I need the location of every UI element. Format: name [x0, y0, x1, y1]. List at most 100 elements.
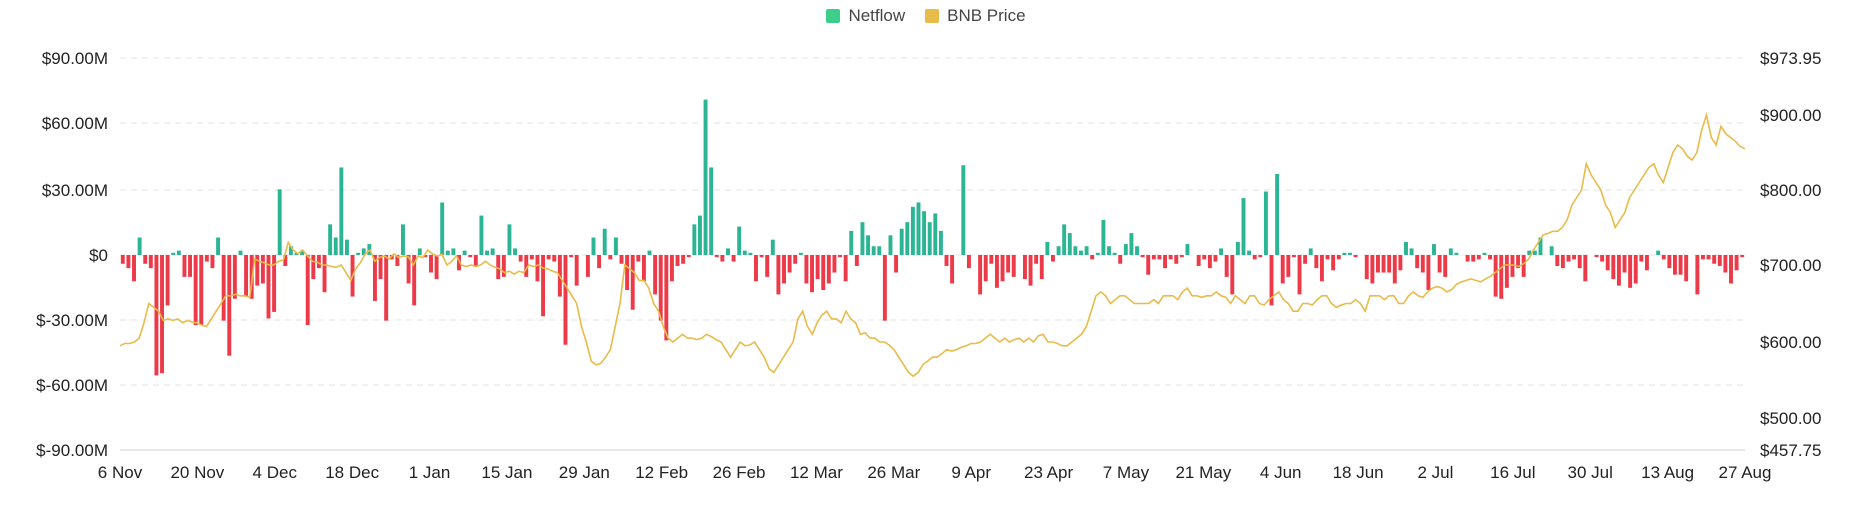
netflow-bar	[1079, 250, 1083, 255]
netflow-bar	[1179, 255, 1184, 258]
netflow-bar	[1123, 244, 1128, 255]
netflow-bar	[305, 255, 310, 326]
netflow-bar	[681, 255, 686, 264]
netflow-bar	[1090, 255, 1095, 260]
netflow-bar	[1639, 255, 1644, 262]
netflow-bar	[905, 222, 910, 255]
legend-label-bnb-price: BNB Price	[947, 6, 1026, 25]
netflow-bar	[1168, 255, 1173, 260]
netflow-bar	[1387, 255, 1392, 273]
netflow-bar	[1465, 255, 1470, 262]
netflow-bar	[1611, 255, 1616, 280]
netflow-bar	[871, 246, 876, 255]
netflow-bar	[1028, 255, 1033, 286]
right-axis-tick-label: $973.95	[1760, 49, 1821, 68]
legend-item-bnb-price[interactable]: BNB Price	[925, 6, 1026, 26]
netflow-bar	[1560, 255, 1565, 269]
netflow-bar	[216, 237, 221, 255]
netflow-bar	[731, 255, 736, 262]
netflow-bar	[1672, 255, 1677, 275]
netflow-bar	[1415, 255, 1420, 269]
netflow-bar	[322, 255, 327, 293]
netflow-bar	[1011, 255, 1016, 277]
netflow-bar	[423, 255, 428, 258]
netflow-bar	[266, 255, 271, 319]
netflow-bar	[686, 255, 691, 258]
x-axis-tick-label: 21 May	[1175, 463, 1231, 482]
netflow-bar	[277, 189, 282, 255]
netflow-bar	[541, 255, 546, 317]
netflow-bar	[1319, 255, 1324, 282]
netflow-bar	[1729, 255, 1733, 284]
netflow-bar	[1448, 248, 1453, 255]
netflow-bar	[860, 222, 865, 255]
netflow-bar	[1045, 241, 1050, 255]
netflow-bar	[770, 239, 775, 255]
x-axis-tick-label: 6 Nov	[98, 463, 143, 482]
netflow-bar	[333, 237, 338, 255]
netflow-bar	[754, 255, 758, 282]
netflow-bar	[328, 224, 333, 255]
netflow-bar	[630, 255, 635, 310]
x-axis-tick-label: 4 Jun	[1260, 463, 1302, 482]
netflow-bar	[1135, 246, 1139, 255]
x-axis-tick-label: 18 Jun	[1333, 463, 1384, 482]
netflow-bar	[826, 255, 831, 284]
left-axis-tick-label: $-90.00M	[36, 441, 108, 460]
netflow-bar	[316, 255, 321, 269]
netflow-bar	[468, 255, 473, 258]
netflow-bar	[1364, 255, 1369, 280]
netflow-bar	[462, 250, 467, 255]
netflow-bar	[574, 255, 579, 286]
netflow-bar	[916, 202, 921, 255]
netflow-bar	[1437, 255, 1442, 273]
netflow-bar	[591, 237, 596, 255]
netflow-bar	[994, 255, 999, 288]
netflow-bar	[401, 224, 405, 255]
legend-swatch-bnb-price	[925, 9, 940, 23]
netflow-bar	[866, 235, 871, 255]
netflow-bar	[983, 255, 988, 282]
netflow-bar	[1230, 255, 1235, 295]
netflow-bar	[1381, 255, 1386, 273]
netflow-bar	[776, 255, 781, 295]
netflow-bar	[950, 255, 955, 284]
netflow-bar	[176, 250, 181, 255]
netflow-bar	[372, 255, 377, 301]
netflow-bar	[535, 255, 540, 282]
netflow-bar	[1241, 198, 1246, 255]
netflow-bar	[843, 255, 848, 282]
netflow-bar	[1067, 233, 1072, 255]
netflow-bar	[613, 237, 618, 255]
netflow-bar	[1516, 255, 1521, 269]
left-axis-tick-label: $0	[89, 246, 108, 265]
right-axis-tick-label: $500.00	[1760, 409, 1821, 428]
netflow-bar	[759, 255, 764, 258]
netflow-bar	[1532, 250, 1537, 255]
netflow-bar	[429, 255, 433, 273]
netflow-bar	[1488, 255, 1493, 260]
netflow-bar	[1308, 248, 1313, 255]
netflow-bar	[1062, 224, 1067, 255]
netflow-bar	[664, 255, 669, 341]
netflow-bar	[625, 255, 630, 291]
legend-item-netflow[interactable]: Netflow	[826, 6, 905, 26]
netflow-bar	[933, 213, 938, 255]
netflow-bar	[193, 255, 198, 326]
right-axis-tick-label: $800.00	[1760, 181, 1821, 200]
netflow-bar	[1527, 250, 1532, 255]
netflow-bar	[227, 255, 232, 356]
right-axis-tick-label: $900.00	[1760, 106, 1821, 125]
chart-legend: Netflow BNB Price	[0, 6, 1852, 26]
netflow-bar	[204, 255, 209, 262]
netflow-bar	[1701, 255, 1705, 260]
netflow-bar	[294, 252, 299, 255]
netflow-bar	[1740, 255, 1745, 258]
right-axis-tick-label: $700.00	[1760, 256, 1821, 275]
netflow-bar	[1247, 250, 1252, 255]
netflow-bar	[1482, 252, 1487, 255]
netflow-bar	[636, 255, 641, 262]
netflow-bar	[1275, 174, 1280, 255]
netflow-bar	[1336, 255, 1341, 260]
right-axis-tick-label: $457.75	[1760, 441, 1821, 460]
